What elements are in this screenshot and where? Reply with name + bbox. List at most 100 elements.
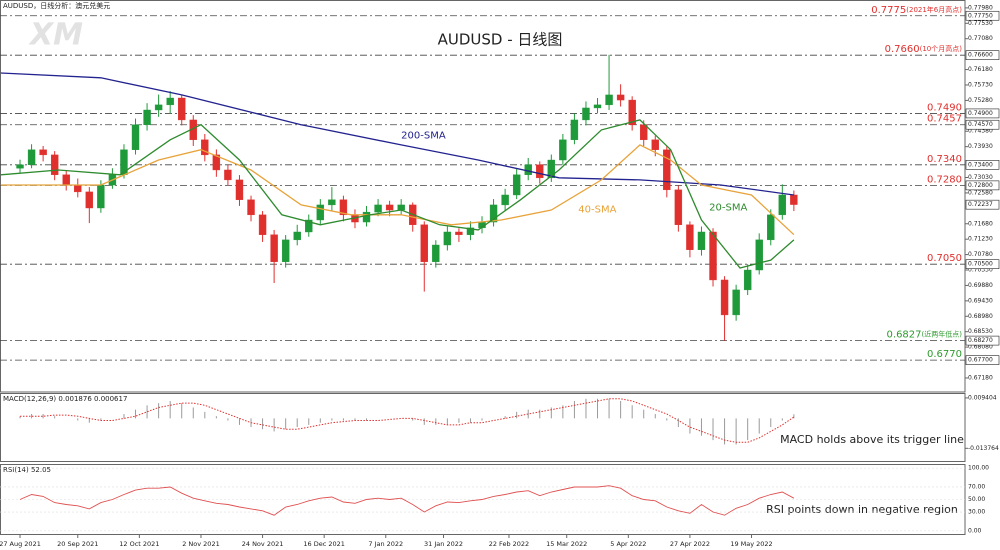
level-label: 0.7775(2021年6月高点) [871,5,962,16]
level-value: 0.7340 [927,154,962,165]
candle-body [131,124,140,150]
candle-body [443,231,452,246]
candle-body [605,94,613,106]
level-note: (2021年6月高点) [906,5,962,14]
rsi-line [19,485,795,516]
candle-body [547,159,556,179]
sma-label: 40-SMA [578,204,616,215]
rsi-label: RSI(14) 52.05 [3,466,51,474]
level-label: 0.7280 [927,174,962,185]
candle-body [466,227,475,235]
candle-body [570,119,579,141]
candle-body [178,97,186,121]
level-value: 0.6827 [887,330,922,341]
level-label: 0.7457 [927,114,962,125]
y-tick-label: 0.73030 [968,174,993,181]
level-value: 0.7660 [885,44,920,55]
candle-body [85,191,94,209]
level-value: 0.7457 [927,114,962,125]
candle-body [16,164,24,169]
axis-box [965,160,1000,170]
level-note: (10个月高点) [920,44,963,53]
sma-line [0,144,795,236]
level-value: 0.7280 [927,174,962,185]
candle-body [154,104,163,111]
x-tick-label: 2 Nov 2021 [182,540,220,548]
candle-body [593,104,602,109]
axis-box [965,108,1000,119]
y-tick-label: 50.00 [968,496,985,503]
candle-body [663,149,671,191]
axis-box-label: 0.73400 [968,161,993,168]
axis-box-label: 0.77750 [968,12,993,19]
y-tick-label: 0.68980 [968,313,993,320]
x-tick-label: 27 Apr 2022 [670,540,710,548]
candle-body [767,214,775,241]
candle-body [732,289,740,316]
level-value: 0.7490 [927,102,962,113]
sma-line [0,72,794,196]
candle-body [790,194,798,205]
axis-box [965,180,1000,191]
level-value: 0.6770 [927,349,962,360]
level-note: (近两年低点) [922,330,963,339]
candle-body [512,174,521,196]
candle-body [143,109,151,125]
x-tick-label: 27 Aug 2021 [0,540,41,548]
y-tick-label: 0.77980 [968,4,993,11]
y-tick-label: 0.69430 [968,297,993,304]
candle-body [628,99,636,125]
y-tick-label: 0.73930 [968,143,993,150]
candle-body [697,231,706,250]
main-panel [0,0,966,393]
y-tick-label: 0.009404 [968,394,997,401]
x-tick-label: 15 Mar 2022 [546,540,587,548]
candle-body [305,219,313,233]
x-tick-label: 5 Apr 2022 [610,540,646,548]
candle-body [362,211,371,223]
axis-box-label: 0.74900 [968,110,993,117]
candle-body [224,169,232,181]
level-label: 0.7490 [927,102,962,113]
x-tick-label: 16 Dec 2021 [303,540,345,548]
level-label: 0.6770 [927,349,962,360]
x-tick-label: 19 May 2022 [730,540,772,548]
axis-box-label: 0.70500 [968,261,993,268]
candle-body [616,94,625,101]
candle-body [420,224,428,262]
axis-box-label: 0.67700 [968,357,993,364]
y-tick-label: 0.68530 [968,328,993,335]
y-tick-label: 0.68080 [968,344,993,351]
axis-box [965,355,1000,365]
y-tick-label: 70.00 [968,483,985,490]
candle-body [62,174,70,186]
x-tick-label: 31 Jan 2022 [424,540,463,548]
candle-body [651,139,659,150]
candle-body [50,154,59,175]
level-label: 0.7050 [927,253,962,264]
axis-box-label: 0.76600 [968,52,993,59]
candle-body [674,189,683,225]
level-label: 0.7660(10个月高点) [885,44,963,55]
y-tick-label: -0.013764 [968,445,999,452]
candle-body [640,124,648,141]
y-tick-label: 0.71680 [968,220,993,227]
candle-body [328,199,336,206]
watermark: XM [28,18,83,53]
x-tick-label: 7 Jan 2022 [368,540,403,548]
candle-body [455,231,463,235]
y-tick-label: 0.69880 [968,282,993,289]
candle-body [258,214,267,235]
y-tick-label: 0.00 [968,527,982,534]
y-tick-label: 0.72580 [968,189,993,196]
level-label: 0.6827(近两年低点) [887,330,963,341]
candle-body [247,199,255,216]
macd-panel [0,393,966,462]
candle-body [212,154,221,171]
sma-label: 200-SMA [401,131,446,142]
candle-body [270,234,278,262]
candle-body [339,199,348,216]
y-tick-label: 0.67180 [968,374,993,381]
candle-body [97,184,105,209]
